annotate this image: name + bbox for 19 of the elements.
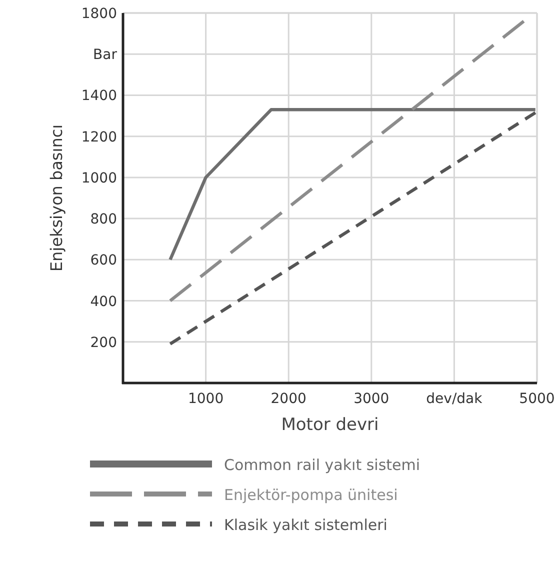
- x-axis-title: Motor devri: [281, 415, 379, 435]
- y-tick-label: 200: [90, 334, 117, 351]
- y-tick-label: 600: [90, 252, 117, 269]
- y-tick-label: 1800: [81, 6, 117, 22]
- text: Common rail yakıt sistemi: [224, 456, 420, 474]
- y-tick-label: 1000: [81, 170, 117, 186]
- text: Bar: [93, 47, 118, 64]
- y-tick-label: 1200: [81, 129, 117, 146]
- y-axis-title: Enjeksiyon basıncı: [47, 124, 66, 272]
- y-tick-label: 800: [90, 212, 117, 228]
- y-tick-label: 400: [90, 294, 117, 310]
- x-tick-label: 3000: [354, 391, 390, 407]
- text: Klasik yakıt sistemleri: [224, 516, 388, 534]
- text: Enjektör-pompa ünitesi: [224, 486, 398, 504]
- x-tick-label: 2000: [270, 391, 306, 407]
- x-tick-label: 5000: [519, 391, 555, 407]
- y-tick-label: 1400: [81, 88, 117, 104]
- x-tick-label: 1000: [188, 391, 224, 407]
- x-tick-label: dev/dak: [426, 391, 484, 407]
